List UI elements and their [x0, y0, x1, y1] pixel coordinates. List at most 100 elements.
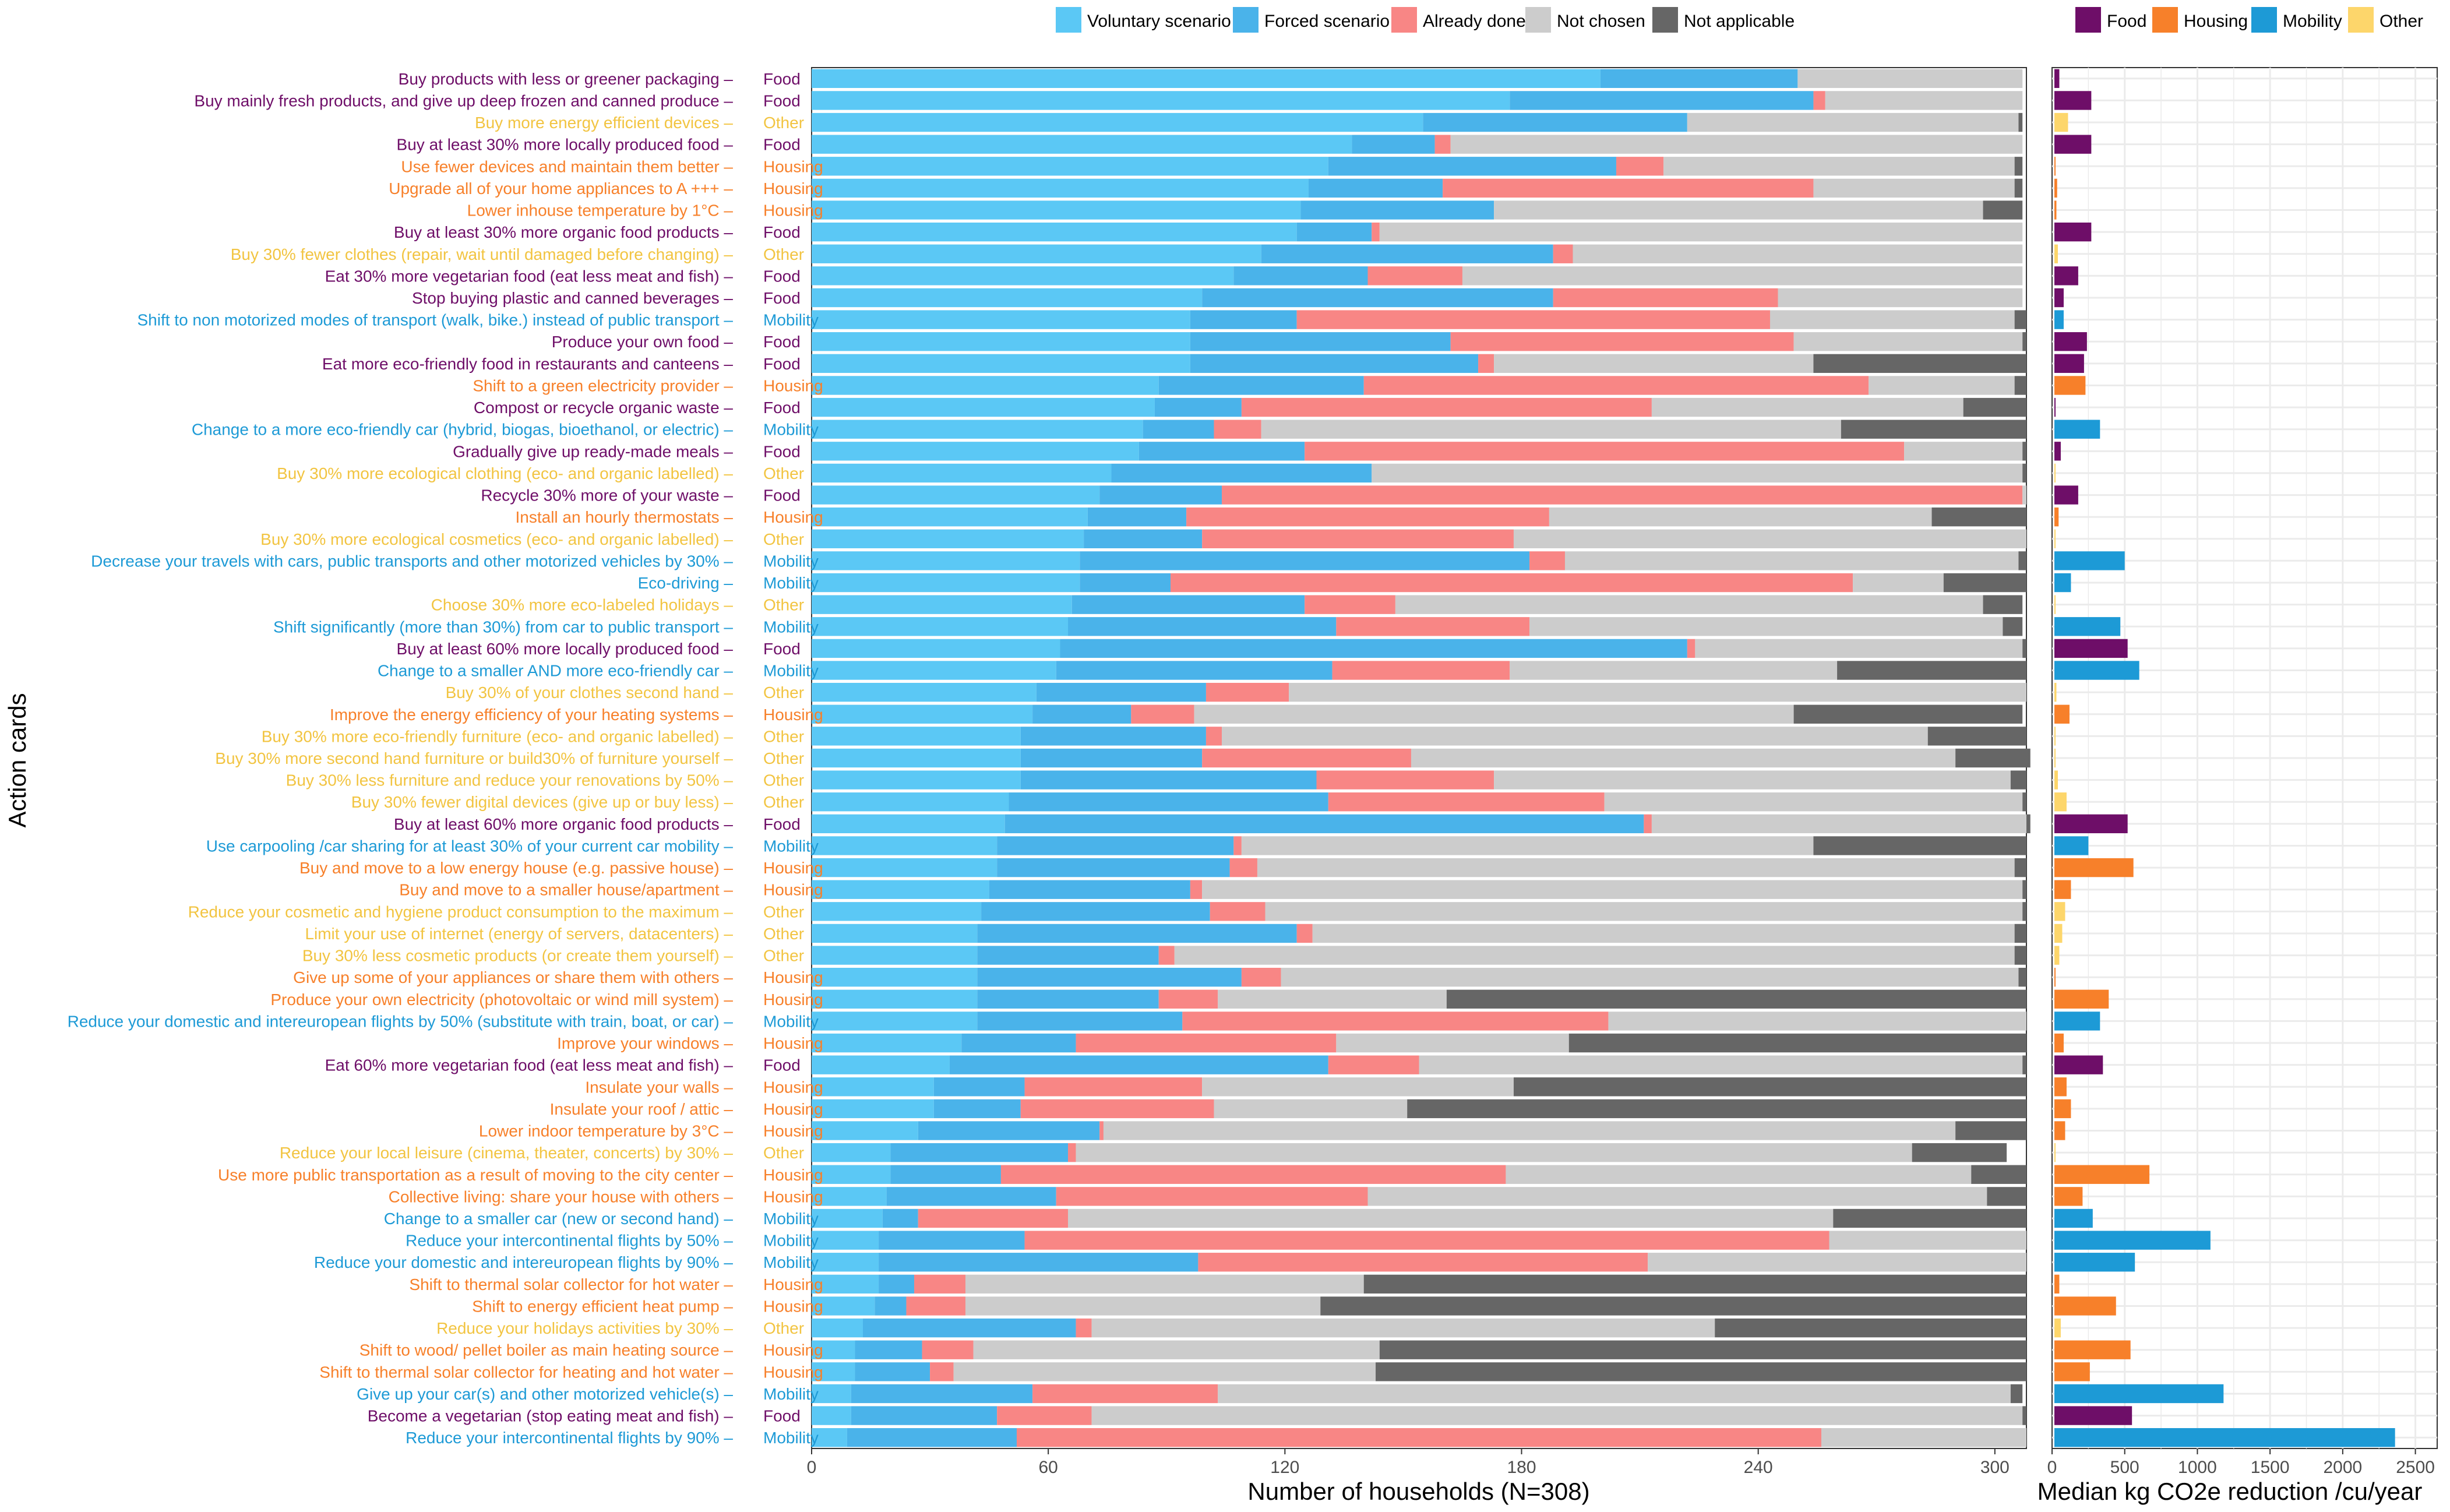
bar-segment-not-applicable — [1813, 354, 2026, 373]
row-label: Produce your own food – — [552, 333, 734, 351]
row-domain: Housing — [763, 859, 823, 877]
row-domain: Housing — [763, 991, 823, 1009]
bar-segment-forced-scenario — [1190, 332, 1451, 351]
legend-domain-swatch — [2348, 7, 2374, 33]
row-label: Install an hourly thermostats – — [515, 508, 733, 526]
row-label: Buy 30% less furniture and reduce your r… — [286, 771, 734, 790]
bar-segment-already-done — [1553, 288, 1778, 308]
bar-segment-not-applicable — [1446, 989, 2026, 1009]
bar-segment-not-applicable — [1379, 1340, 2026, 1359]
co2-bar — [2054, 91, 2092, 110]
co2-bar — [2054, 1121, 2065, 1140]
bar-segment-not-applicable — [2018, 112, 2023, 132]
row-label: Buy at least 60% more organic food produ… — [394, 815, 734, 833]
bar-segment-forced-scenario — [1009, 792, 1328, 812]
bar-segment-already-done — [1450, 332, 1794, 351]
bar-segment-voluntary-scenario — [812, 1253, 879, 1272]
bar-segment-forced-scenario — [1138, 442, 1305, 461]
bar-segment-already-done — [1296, 924, 1313, 943]
co2-bar — [2054, 1077, 2067, 1097]
bar-segment-voluntary-scenario — [812, 1077, 934, 1097]
bar-segment-not-applicable — [2014, 858, 2026, 877]
bar-segment-not-chosen — [965, 1274, 1364, 1294]
side-x-tick-label: 1500 — [2251, 1458, 2290, 1477]
co2-bar — [2054, 814, 2128, 834]
side-panel: 0 500 1000 1500 2000 2500 — [2047, 67, 2438, 1477]
bar-segment-not-chosen — [1395, 595, 1983, 614]
co2-bar — [2054, 661, 2139, 680]
co2-bar — [2054, 595, 2056, 614]
row-label: Give up your car(s) and other motorized … — [357, 1385, 733, 1403]
row-label: Use fewer devices and maintain them bett… — [401, 157, 733, 175]
bar-segment-voluntary-scenario — [812, 989, 978, 1009]
row-label: Reduce your holidays activities by 30% – — [436, 1319, 733, 1337]
bar-segment-not-chosen — [1372, 463, 2023, 483]
row-domain: Mobility — [763, 1232, 819, 1250]
bar-segment-already-done — [1099, 1121, 1104, 1140]
row-label: Buy and move to a low energy house (e.g.… — [299, 859, 733, 877]
row-label: Eco-driving – — [638, 574, 734, 592]
bar-segment-not-chosen — [1281, 968, 2019, 987]
bar-segment-not-chosen — [1778, 288, 2023, 308]
bar-segment-forced-scenario — [977, 968, 1242, 987]
row-label: Buy at least 30% more locally produced f… — [397, 136, 734, 154]
row-label: Lower indoor temperature by 3°C – — [479, 1122, 734, 1140]
bar-segment-voluntary-scenario — [812, 1055, 950, 1074]
axes-text: Number of households (N=308) Median kg C… — [3, 693, 2422, 1505]
bar-segment-already-done — [1202, 748, 1411, 768]
row-label: Improve your windows – — [557, 1034, 733, 1052]
co2-bar — [2054, 485, 2078, 505]
bar-segment-voluntary-scenario — [812, 529, 1084, 548]
co2-bar — [2054, 222, 2092, 242]
row-domain: Food — [763, 70, 801, 88]
co2-bar — [2054, 1274, 2060, 1294]
row-domain: Housing — [763, 1341, 823, 1359]
legend-domain-label: Other — [2380, 12, 2423, 31]
bar-segment-not-applicable — [2010, 770, 2026, 790]
bar-segment-not-chosen — [1813, 178, 2015, 198]
row-domain: Food — [763, 289, 801, 307]
bar-segment-not-applicable — [1363, 1274, 2026, 1294]
row-domain: Housing — [763, 508, 823, 526]
bar-segment-not-chosen — [1904, 442, 2023, 461]
legend-label: Already done — [1423, 12, 1526, 31]
bar-segment-not-applicable — [1513, 1077, 2026, 1097]
row-domain: Mobility — [763, 837, 819, 855]
bar-segment-not-applicable — [1971, 1165, 2026, 1184]
bar-segment-already-done — [1328, 792, 1605, 812]
bar-segment-forced-scenario — [1004, 814, 1644, 834]
legend-label: Voluntary scenario — [1087, 12, 1231, 31]
bar-segment-not-chosen — [1218, 1384, 2011, 1404]
bar-segment-not-applicable — [1715, 1318, 2026, 1338]
bar-segment-forced-scenario — [933, 1099, 1021, 1119]
bar-segment-forced-scenario — [863, 1318, 1076, 1338]
co2-bar — [2054, 989, 2109, 1009]
bar-segment-voluntary-scenario — [812, 507, 1088, 527]
row-domain: Housing — [763, 157, 823, 175]
row-domain: Food — [763, 640, 801, 658]
bar-segment-not-chosen — [1289, 682, 2026, 702]
bar-segment-forced-scenario — [890, 1165, 1001, 1184]
row-domain: Mobility — [763, 1385, 819, 1403]
bar-segment-not-applicable — [1955, 1121, 2026, 1140]
legend-domain-label: Mobility — [2283, 12, 2342, 31]
bar-segment-voluntary-scenario — [812, 1231, 879, 1250]
bar-segment-forced-scenario — [961, 1033, 1076, 1053]
co2-bar — [2054, 727, 2056, 746]
y-axis-title: Action cards — [3, 693, 31, 827]
row-label: Lower inhouse temperature by 1°C – — [467, 202, 734, 220]
bar-segment-not-chosen — [1663, 157, 2015, 176]
co2-bar — [2054, 1384, 2224, 1404]
row-label: Reduce your intercontinental flights by … — [406, 1429, 733, 1447]
bar-segment-already-done — [914, 1274, 966, 1294]
row-label: Shift to energy efficient heat pump – — [472, 1297, 733, 1315]
bar-segment-not-chosen — [1103, 1121, 1956, 1140]
bar-segment-not-applicable — [1793, 704, 2023, 724]
bar-segment-not-applicable — [2014, 376, 2026, 395]
row-domain: Other — [763, 1319, 804, 1337]
bar-segment-forced-scenario — [879, 1231, 1025, 1250]
co2-bar — [2054, 69, 2060, 88]
bar-segment-not-applicable — [1943, 573, 2026, 593]
bar-segment-not-chosen — [1257, 858, 2015, 877]
bar-segment-already-done — [1687, 639, 1695, 658]
